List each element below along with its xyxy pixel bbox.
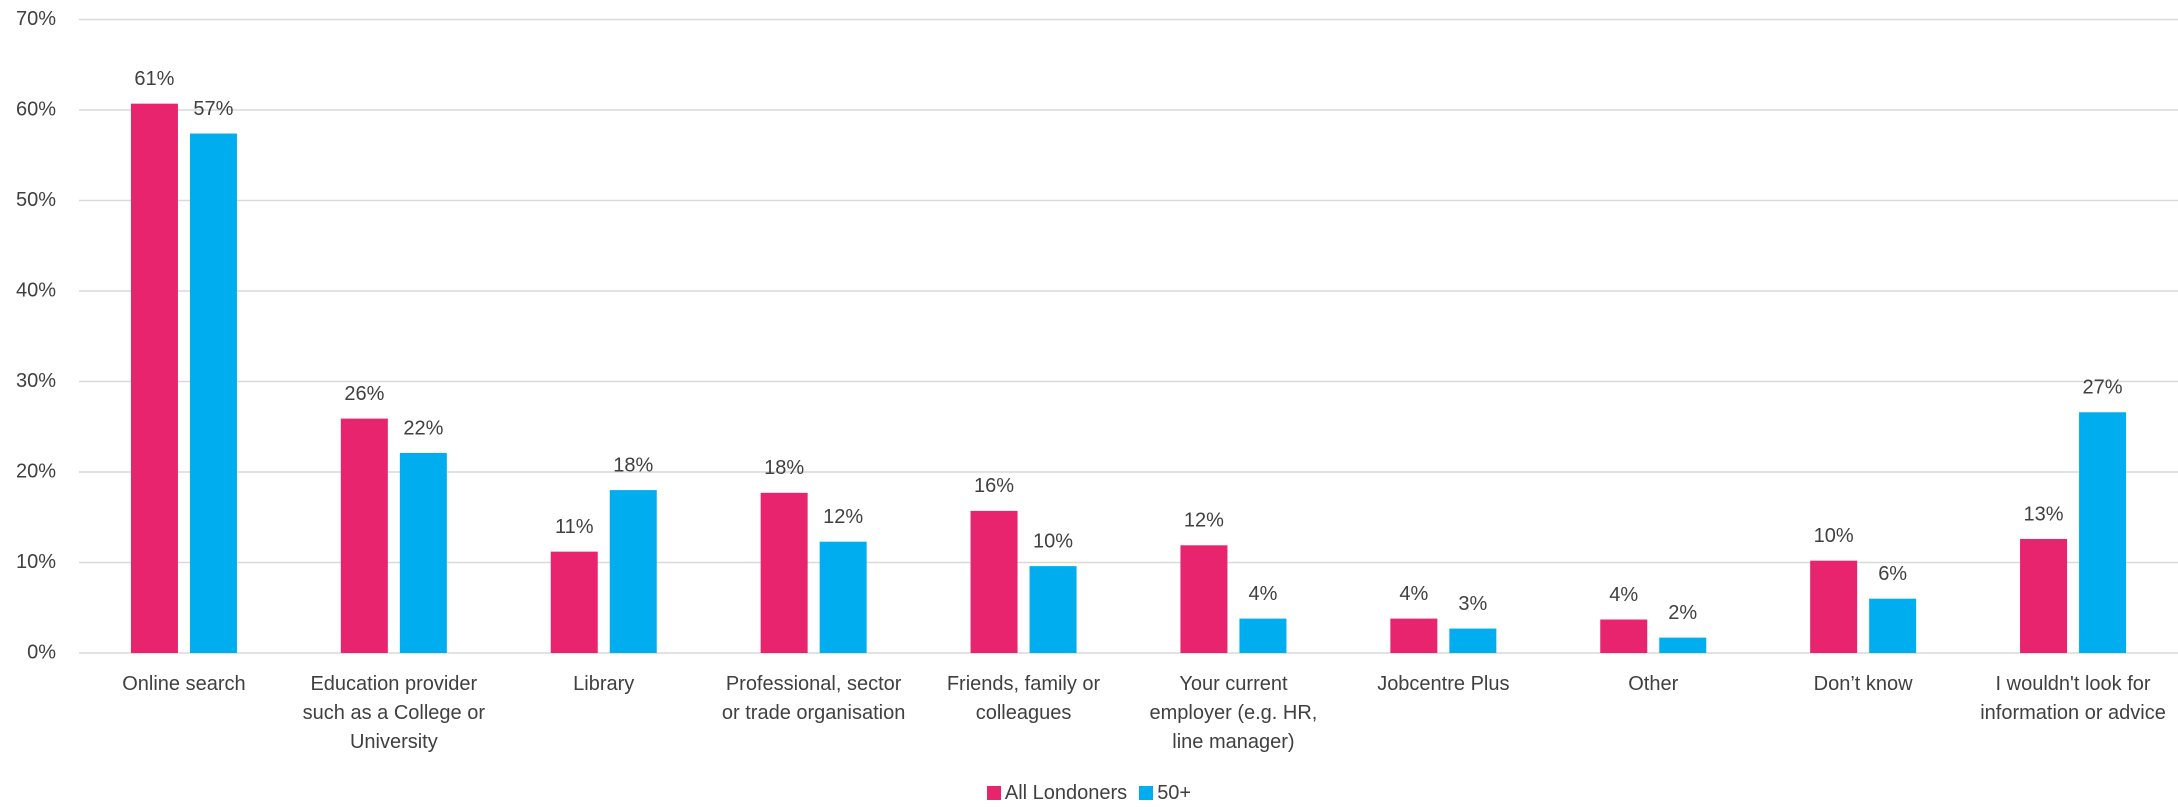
data-label: 22% [403, 417, 443, 439]
data-label: 18% [613, 454, 653, 476]
x-tick-label: Library [573, 673, 635, 695]
data-label: 18% [764, 457, 804, 479]
data-label: 4% [1248, 583, 1277, 605]
y-tick-label: 20% [16, 460, 56, 482]
x-tick-label: Friends, family or colleagues [946, 673, 1101, 724]
bar [760, 492, 808, 653]
x-tick-label: Don’t know [1813, 673, 1913, 695]
data-label: 12% [823, 506, 863, 528]
bar [609, 490, 657, 653]
bar [1029, 566, 1077, 653]
legend: All Londoners 50+ [0, 782, 2178, 805]
data-label: 13% [2024, 503, 2064, 525]
data-label: 16% [974, 475, 1014, 497]
x-tick-label: Education provider such as a College or … [302, 673, 485, 753]
x-tick-label: Professional, sector or trade organisati… [721, 673, 906, 724]
y-tick-label: 40% [16, 279, 56, 301]
data-label: 10% [1814, 525, 1854, 547]
x-tick-label: Online search [122, 673, 246, 695]
legend-item: 50+ [1139, 782, 1191, 805]
x-tick-label: I wouldn't look for information or advic… [1980, 673, 2166, 724]
x-tick-label: Your current employer (e.g. HR, line man… [1149, 673, 1318, 753]
bar [1449, 628, 1497, 653]
legend-label: All Londoners [1004, 782, 1128, 804]
data-label: 4% [1399, 583, 1428, 605]
data-label: 26% [344, 383, 384, 405]
bar [550, 551, 598, 653]
bar [1390, 618, 1438, 653]
bar [1180, 545, 1228, 653]
y-tick-label: 30% [16, 370, 56, 392]
data-label: 3% [1458, 593, 1487, 615]
y-tick-label: 10% [16, 551, 56, 573]
bar [819, 541, 867, 653]
data-label: 27% [2083, 377, 2123, 399]
legend-label: 50+ [1157, 782, 1192, 804]
bar [970, 510, 1018, 653]
legend-swatch [986, 786, 1001, 800]
data-label: 61% [134, 68, 174, 90]
legend-swatch [1139, 786, 1154, 800]
bar [130, 103, 178, 654]
data-label: 6% [1878, 563, 1907, 585]
bar [1600, 619, 1648, 653]
bar [2020, 538, 2068, 653]
y-tick-label: 70% [16, 8, 56, 30]
x-tick-label: Other [1628, 673, 1679, 695]
y-tick-label: 60% [16, 98, 56, 120]
bar [1239, 618, 1287, 653]
bar [340, 418, 388, 653]
data-label: 57% [193, 98, 233, 120]
data-label: 11% [555, 516, 594, 538]
bar [189, 133, 237, 653]
y-tick-label: 0% [27, 641, 56, 663]
data-label: 10% [1033, 530, 1073, 552]
data-label: 12% [1184, 510, 1224, 532]
bar [1659, 637, 1707, 653]
y-tick-label: 50% [16, 189, 56, 211]
bar [2079, 412, 2127, 653]
bar [1869, 598, 1917, 653]
x-tick-label: Jobcentre Plus [1377, 673, 1510, 695]
data-label: 2% [1668, 602, 1697, 624]
bar [399, 452, 447, 653]
bar [1810, 560, 1858, 653]
legend-item: All Londoners [986, 782, 1128, 805]
data-label: 4% [1609, 584, 1638, 606]
